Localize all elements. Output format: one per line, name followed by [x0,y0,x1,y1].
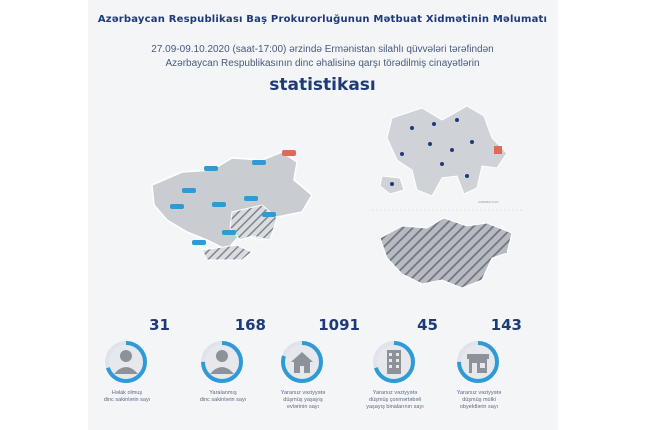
city-dot [455,118,459,122]
region-map [151,150,313,261]
stat-damaged-houses: 1091 Yararsız vəziyyətə düşmüş yaşayış e… [272,316,364,426]
armenia-map [372,209,522,289]
city-dot [465,174,469,178]
stat-value: 168 [234,316,266,334]
stat-label: Həlak olmuş dinc sakinlərin sayı [103,390,151,403]
stat-value: 45 [417,316,438,334]
city-dot [440,162,444,166]
progress-ring [281,341,323,383]
armenia-map-shape [379,217,513,289]
stat-value: 31 [149,316,170,334]
region-map-shape [151,151,313,251]
map-marker [204,166,218,171]
stat-value: 1091 [318,316,360,334]
city-dot [470,140,474,144]
shop-icon [467,354,489,373]
subtitle-line-1: 27.09-09.10.2020 (saat-17:00) ərzində Er… [151,44,494,55]
map-marker [212,202,226,207]
city-dot [400,152,404,156]
stat-label: Yaralanmış dinc sakinlərin sayı [199,390,247,403]
stat-label: Yararsız vəziyyətə düşmüş çoxmərtəbəli y… [366,390,424,410]
map-marker [252,160,266,165]
azerbaijan-map-label: AZƏRBAYCAN [478,200,499,204]
map-marker-red [282,150,296,156]
city-dot [450,148,454,152]
map-marker [182,188,196,193]
stat-label: Yararsız vəziyyətə düşmüş yaşayış evləri… [280,390,326,410]
person-icon [210,350,234,374]
page-title: Azərbaycan Respublikası Baş Prokurorluğu… [97,14,548,25]
city-dot [390,182,394,186]
city-dot [432,122,436,126]
stat-damaged-buildings: 45 Yararsız vəziyyətə düşmüş çoxmərtəbəl… [364,316,442,426]
subtitle-line-2: Azərbaycan Respublikasının dinc əhalisin… [165,58,480,69]
city-dot [410,126,414,130]
progress-ring [105,341,147,383]
progress-ring [457,341,499,383]
southern-area-hatch [201,244,253,261]
city-dot [428,142,432,146]
progress-ring [373,341,415,383]
stat-value: 143 [490,316,522,334]
person-icon [114,350,138,374]
stat-damaged-civil-objects: 143 Yararsız vəziyyətə düşmüş mülki obye… [448,316,526,426]
map-marker [244,196,258,201]
house-icon [291,352,313,373]
map-marker [262,212,276,217]
progress-ring [201,341,243,383]
building-icon [387,350,401,374]
statistics-heading: statistikası [269,75,376,95]
stat-label: Yararsız vəziyyətə düşmüş mülki obyektlə… [456,390,502,410]
map-marker [192,240,206,245]
map-marker [170,204,184,209]
map-marker-red [494,146,502,154]
azerbaijan-map [379,105,508,197]
azerbaijan-map-shape [386,105,508,197]
stat-injured-civilians: 168 Yaralanmış dinc sakinlərin sayı [192,316,270,426]
stat-killed-civilians: 31 Həlak olmuş dinc sakinlərin sayı [96,316,174,426]
map-marker [222,230,236,235]
